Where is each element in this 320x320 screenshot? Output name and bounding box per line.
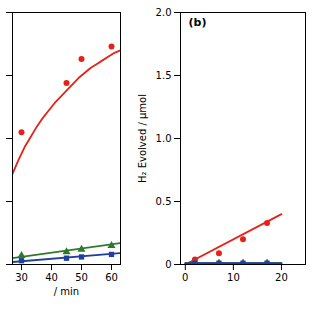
svg-text:(b): (b) bbox=[189, 16, 207, 29]
svg-text:0: 0 bbox=[182, 272, 188, 283]
svg-text:60: 60 bbox=[105, 272, 118, 283]
svg-text:50: 50 bbox=[75, 272, 88, 283]
svg-text:1.0: 1.0 bbox=[156, 133, 172, 144]
svg-text:2.0: 2.0 bbox=[156, 7, 172, 18]
svg-text:H₂ Evolved / μmol: H₂ Evolved / μmol bbox=[137, 94, 148, 183]
svg-text:20: 20 bbox=[275, 272, 288, 283]
svg-text:/ min: / min bbox=[54, 286, 79, 297]
svg-text:0.5: 0.5 bbox=[156, 196, 172, 207]
svg-text:10: 10 bbox=[227, 272, 240, 283]
svg-text:40: 40 bbox=[45, 272, 58, 283]
svg-text:30: 30 bbox=[15, 272, 28, 283]
svg-text:0: 0 bbox=[165, 259, 171, 270]
svg-text:1.5: 1.5 bbox=[156, 70, 172, 81]
